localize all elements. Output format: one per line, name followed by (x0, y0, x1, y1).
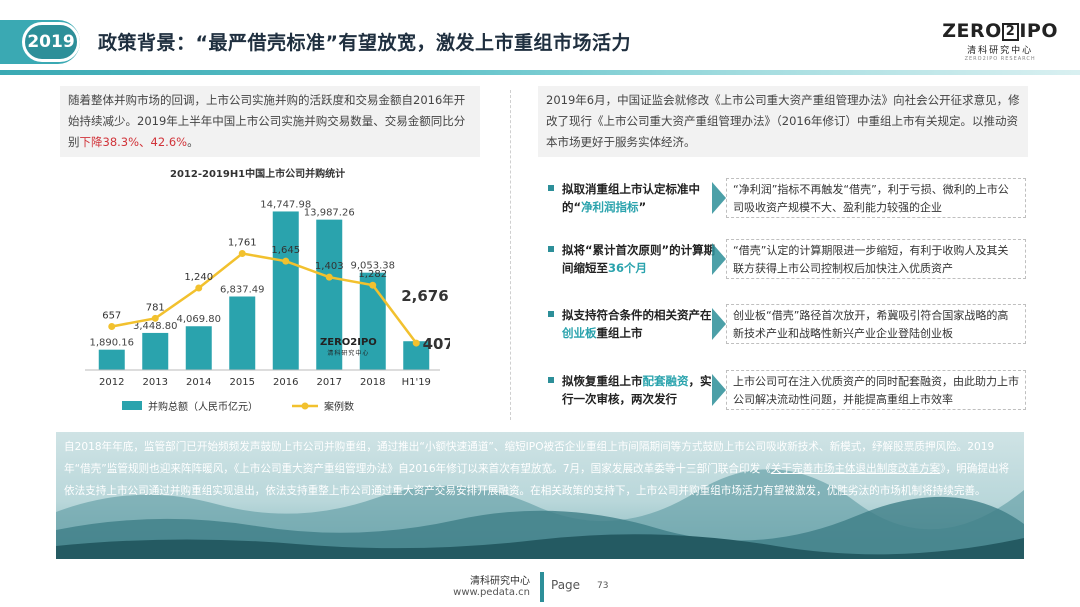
bar (98, 349, 125, 370)
chart-title: 2012-2019H1中国上市公司并购统计 (170, 169, 346, 180)
bar-value-label: 1,890.16 (89, 338, 134, 349)
arrow-right-icon (712, 374, 726, 406)
footer-url[interactable]: www.pedata.cn (453, 587, 530, 598)
line-point (151, 314, 159, 322)
logo-subtitle: 清科研究中心 (967, 46, 1034, 56)
x-tick-label: 2016 (273, 377, 298, 388)
x-tick-label: 2017 (317, 377, 342, 388)
line-point (238, 250, 246, 258)
legend-line-marker (301, 402, 309, 410)
line-value-label: 407 (423, 335, 450, 353)
x-tick-label: H1'19 (402, 377, 431, 388)
header-divider (0, 70, 1080, 75)
chart-watermark: ZERO2IPO 清科研究中心 (320, 337, 377, 357)
banner-text: 自2018年年底，监管部门已开始频频发声鼓励上市公司并购重组，通过推出“小额快速… (64, 441, 1010, 497)
policy-description: 创业板“借壳”路径首次放开，希冀吸引符合国家战略的高新技术产业和战略性新兴产业企… (726, 304, 1026, 344)
logo-tagline: ZERO2IPO RESEARCH (964, 56, 1036, 62)
mountain-background (56, 469, 1024, 559)
policy-item: 拟恢复重组上市配套融资，实行一次审核，两次发行 上市公司可在注入优质资产的同时配… (540, 370, 1030, 418)
chart-legend: 并购总额（人民币亿元） 案例数 (122, 400, 354, 413)
line-value-label: 1,403 (315, 261, 344, 272)
bar (185, 326, 212, 370)
bullet-icon (548, 377, 554, 383)
line-series (108, 250, 420, 347)
line-value-label: 781 (146, 302, 165, 313)
line-point (325, 273, 333, 281)
bar (229, 296, 256, 370)
policy-item: 拟支持符合条件的相关资产在创业板重组上市 创业板“借壳”路径首次放开，希冀吸引符… (540, 304, 1030, 352)
line-value-label: 1,282 (358, 269, 387, 280)
policy-description: 上市公司可在注入优质资产的同时配套融资，由此助力上市公司解决流动性问题，并能提高… (726, 370, 1026, 410)
footer-page-label: Page (551, 578, 581, 592)
decline-highlight: 下降38.3%、42.6% (79, 135, 188, 149)
policy-label: 拟将“累计首次原则”的计算期间缩短至36个月 (562, 243, 716, 275)
bullet-icon (548, 311, 554, 317)
line-point (369, 281, 377, 289)
arrow-right-icon (712, 182, 726, 214)
policy-description: “净利润”指标不再触发“借壳”，利于亏损、微利的上市公司吸收资产规模不大、盈利能… (726, 178, 1026, 218)
bar-value-label: 4,069.80 (176, 314, 221, 325)
bar (142, 332, 169, 370)
page-title: 政策背景：“最严借壳标准”有望放宽，激发上市重组市场活力 (98, 32, 631, 54)
line-path (111, 252, 418, 344)
x-tick-label: 2013 (143, 377, 168, 388)
bullet-icon (548, 185, 554, 191)
line-value-label: 1,240 (184, 272, 213, 283)
bar-value-label: 9,053.38 (350, 261, 395, 272)
bar-value-label: 3,448.80 (133, 321, 178, 332)
x-tick-label: 2018 (360, 377, 385, 388)
bullet-icon (548, 246, 554, 252)
logo-wordmark: ZERO 2 IPO (942, 20, 1058, 42)
arrow-right-icon (712, 308, 726, 340)
page-number: 73 (597, 581, 609, 591)
footer-divider (540, 572, 544, 602)
x-tick-label: 2015 (230, 377, 255, 388)
footer-org-name: 清科研究中心 (470, 576, 530, 587)
line-point (282, 257, 290, 265)
x-tick-labels: 2012 2013 2014 2015 2016 2017 2018 H1'19 (99, 377, 431, 388)
bar (272, 211, 299, 370)
bar-series (98, 211, 430, 370)
bar-value-label: 6,837.49 (220, 284, 265, 295)
legend-line-label: 案例数 (324, 400, 354, 413)
summary-banner: 自2018年年底，监管部门已开始频频发声鼓励上市公司并购重组，通过推出“小额快速… (56, 432, 1024, 559)
bar (359, 272, 386, 370)
x-tick-label: 2014 (186, 377, 211, 388)
bar-value-label: 2,676.25 (401, 287, 450, 305)
legend-bar-swatch (122, 401, 142, 410)
line-labels: 657 781 1,240 1,761 1,645 1,403 1,282 407 (102, 238, 450, 354)
policy-intro-text: 2019年6月，中国证监会就修改《上市公司重大资产重组管理办法》向社会公开征求意… (538, 86, 1028, 157)
policy-item: 拟将“累计首次原则”的计算期间缩短至36个月 “借壳”认定的计算期限进一步缩短，… (540, 239, 1030, 287)
footer-org: 清科研究中心 www.pedata.cn (438, 572, 530, 598)
line-value-label: 1,761 (228, 238, 257, 249)
policy-label: 拟恢复重组上市配套融资，实行一次审核，两次发行 (562, 374, 712, 406)
market-summary-text: 随着整体并购市场的回调，上市公司实施并购的活跃度和交易金额自2016年开始持续减… (60, 86, 480, 157)
bar (316, 219, 343, 370)
line-point (108, 323, 116, 331)
bar-value-label: 14,747.98 (260, 199, 311, 210)
policy-label: 拟支持符合条件的相关资产在创业板重组上市 (562, 308, 712, 340)
ma-chart: 1,890.16 3,448.804,069.80 6,837.49 14,747.9… (85, 199, 450, 413)
policy-item: 拟取消重组上市认定标准中的“净利润指标” “净利润”指标不再触发“借壳”，利于亏… (540, 178, 1030, 226)
legend-bar-label: 并购总额（人民币亿元） (148, 400, 258, 413)
year-badge: 2019 (22, 22, 80, 62)
bar-value-label: 13,987.26 (304, 208, 355, 219)
arrow-right-icon (712, 243, 726, 275)
policy-description: “借壳”认定的计算期限进一步缩短，有利于收购人及其关联方获得上市公司控制权后加快… (726, 239, 1026, 279)
company-logo: ZERO 2 IPO 清科研究中心 ZERO2IPO RESEARCH (942, 20, 1058, 62)
x-tick-label: 2012 (99, 377, 124, 388)
bar-labels: 1,890.16 3,448.804,069.80 6,837.49 14,747.9… (89, 199, 450, 348)
line-point (412, 339, 420, 347)
line-point (195, 284, 203, 292)
line-value-label: 1,645 (271, 245, 300, 256)
line-value-label: 657 (102, 311, 121, 322)
column-divider (510, 90, 511, 420)
policy-label: 拟取消重组上市认定标准中的“净利润指标” (562, 182, 700, 214)
